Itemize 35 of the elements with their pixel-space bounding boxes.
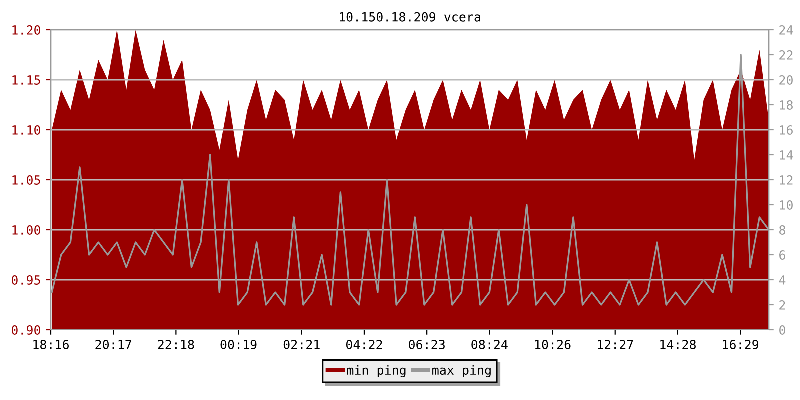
y2-tick-label: 16: [780, 126, 793, 135]
x-tick-label: 06:23: [409, 340, 445, 350]
y2-tick-label: 24: [780, 26, 794, 35]
legend-label: min ping: [347, 365, 406, 378]
y-tick-label: 1.20: [12, 26, 40, 35]
y-tick-label: 0.95: [12, 276, 40, 285]
y2-tick-label: 6: [780, 250, 786, 260]
x-tick-label: 10:26: [535, 340, 571, 350]
y2-tick-label: 8: [780, 226, 786, 235]
y2-tick-label: 20: [780, 76, 793, 85]
legend-label: max ping: [432, 365, 491, 378]
y2-tick-label: 0: [780, 326, 786, 335]
y2-tick-label: 10: [780, 200, 793, 210]
y-tick-label: 1.00: [12, 226, 40, 235]
x-tick-label: 20:17: [96, 340, 132, 350]
chart-title: 10.150.18.209 vcera: [340, 12, 480, 22]
y2-tick-label: 12: [780, 176, 793, 185]
x-tick-label: 02:21: [284, 340, 320, 350]
x-tick-label: 00:19: [220, 340, 257, 350]
y2-tick-label: 22: [780, 50, 793, 60]
y-tick-label: 1.10: [12, 126, 40, 135]
y2-tick-label: 18: [780, 100, 793, 110]
y2-tick-label: 4: [779, 276, 786, 285]
x-tick-label: 12:27: [598, 340, 634, 350]
y-tick-label: 1.15: [12, 76, 40, 85]
x-tick-label: 18:16: [34, 340, 70, 350]
y-tick-label: 0.90: [12, 326, 40, 335]
x-tick-label: 22:18: [158, 340, 194, 350]
x-tick-label: 14:28: [660, 340, 696, 350]
x-tick-label: 04:22: [346, 340, 382, 350]
x-tick-label: 08:24: [472, 340, 508, 350]
y2-tick-label: 2: [780, 300, 786, 310]
y-tick-label: 1.05: [12, 176, 40, 185]
x-tick-label: 16:29: [723, 340, 759, 350]
y2-tick-label: 14: [780, 150, 794, 160]
